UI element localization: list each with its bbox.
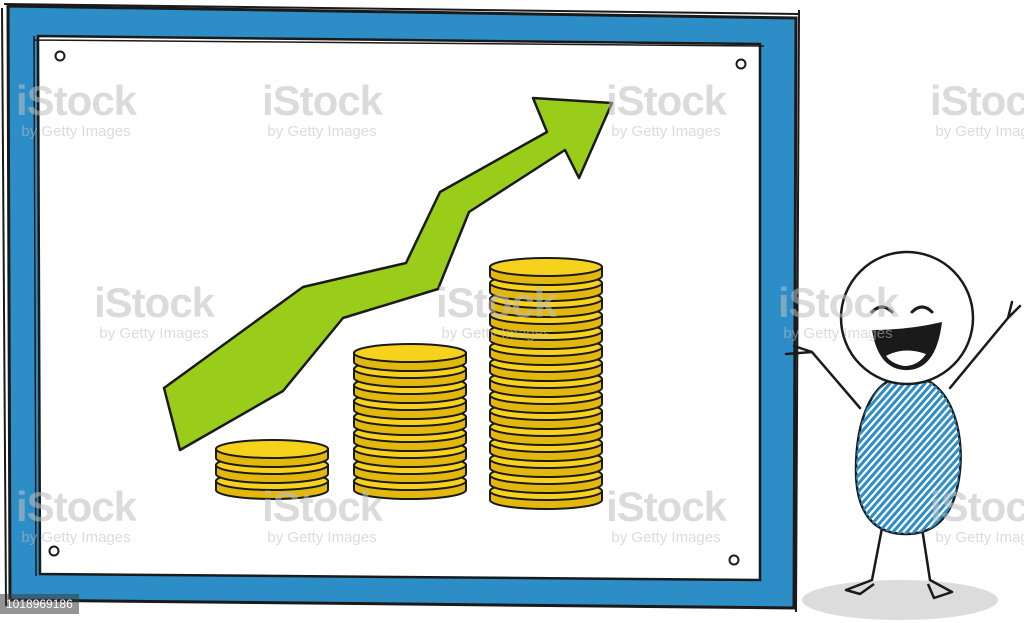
- hatch-stroke: [877, 379, 961, 534]
- coin-face: [353, 343, 467, 363]
- stick-figure-icon: [784, 250, 1024, 620]
- hatch-stroke: [856, 379, 902, 534]
- hatch-stroke: [863, 379, 961, 534]
- hatch-stroke: [856, 379, 930, 534]
- hatch-stroke: [884, 379, 961, 534]
- board-screw-top-right: [735, 58, 747, 70]
- coin-stacks: [215, 257, 603, 510]
- board-screw-bottom-left: [48, 545, 60, 557]
- hatch-stroke: [963, 380, 1024, 540]
- hatch-stroke: [856, 379, 923, 534]
- growth-arrow-icon: [162, 96, 614, 452]
- hatch-stroke: [919, 379, 961, 534]
- hatch-stroke: [856, 379, 951, 534]
- hatch-stroke: [856, 379, 944, 534]
- hatch-stroke: [856, 379, 961, 534]
- stock-image-id: 1018969186: [0, 594, 79, 614]
- coin: [215, 439, 329, 468]
- hatch-stroke: [856, 379, 958, 534]
- hatch-stroke: [977, 380, 1024, 540]
- growth-arrow-body: [162, 96, 614, 452]
- hatch-stroke: [991, 380, 1024, 540]
- hatch-stroke: [984, 380, 1024, 540]
- coin-stack-icon: [489, 257, 603, 510]
- board-screw-bottom-right: [728, 554, 740, 566]
- coin: [489, 257, 603, 286]
- hatch-stroke: [856, 379, 916, 534]
- frame-outer-stroke: [1, 3, 800, 613]
- hatch-stroke: [856, 379, 961, 534]
- ground-shadow: [802, 580, 998, 620]
- coin-stack-icon: [215, 439, 329, 500]
- hatch-stroke: [891, 379, 961, 534]
- character-head: [839, 250, 975, 386]
- right-eye: [910, 305, 934, 314]
- hatch-stroke: [898, 379, 961, 534]
- coin: [353, 343, 467, 372]
- left-leg: [844, 527, 884, 596]
- left-arm: [784, 344, 862, 410]
- hatch-stroke: [856, 379, 961, 534]
- board-screw-top-left: [54, 50, 66, 62]
- coin-face: [215, 439, 329, 459]
- frame-inner-stroke: [33, 35, 765, 577]
- hatch-stroke: [856, 379, 909, 534]
- coin-stack-icon: [353, 343, 467, 500]
- hatch-stroke: [856, 379, 961, 534]
- hatch-stroke: [870, 379, 961, 534]
- hatch-stroke: [954, 379, 961, 534]
- hatch-stroke: [856, 379, 895, 534]
- hatch-stroke: [912, 379, 961, 534]
- hatch-stroke: [970, 380, 1024, 540]
- coin-face: [489, 257, 603, 277]
- board-frame: [1, 3, 800, 613]
- hatch-stroke: [905, 379, 961, 534]
- right-arm: [948, 300, 1022, 390]
- hatch-stroke: [856, 379, 961, 534]
- left-eye: [870, 305, 894, 314]
- right-leg: [920, 527, 954, 600]
- hatch-stroke: [856, 379, 937, 534]
- tongue: [886, 350, 926, 366]
